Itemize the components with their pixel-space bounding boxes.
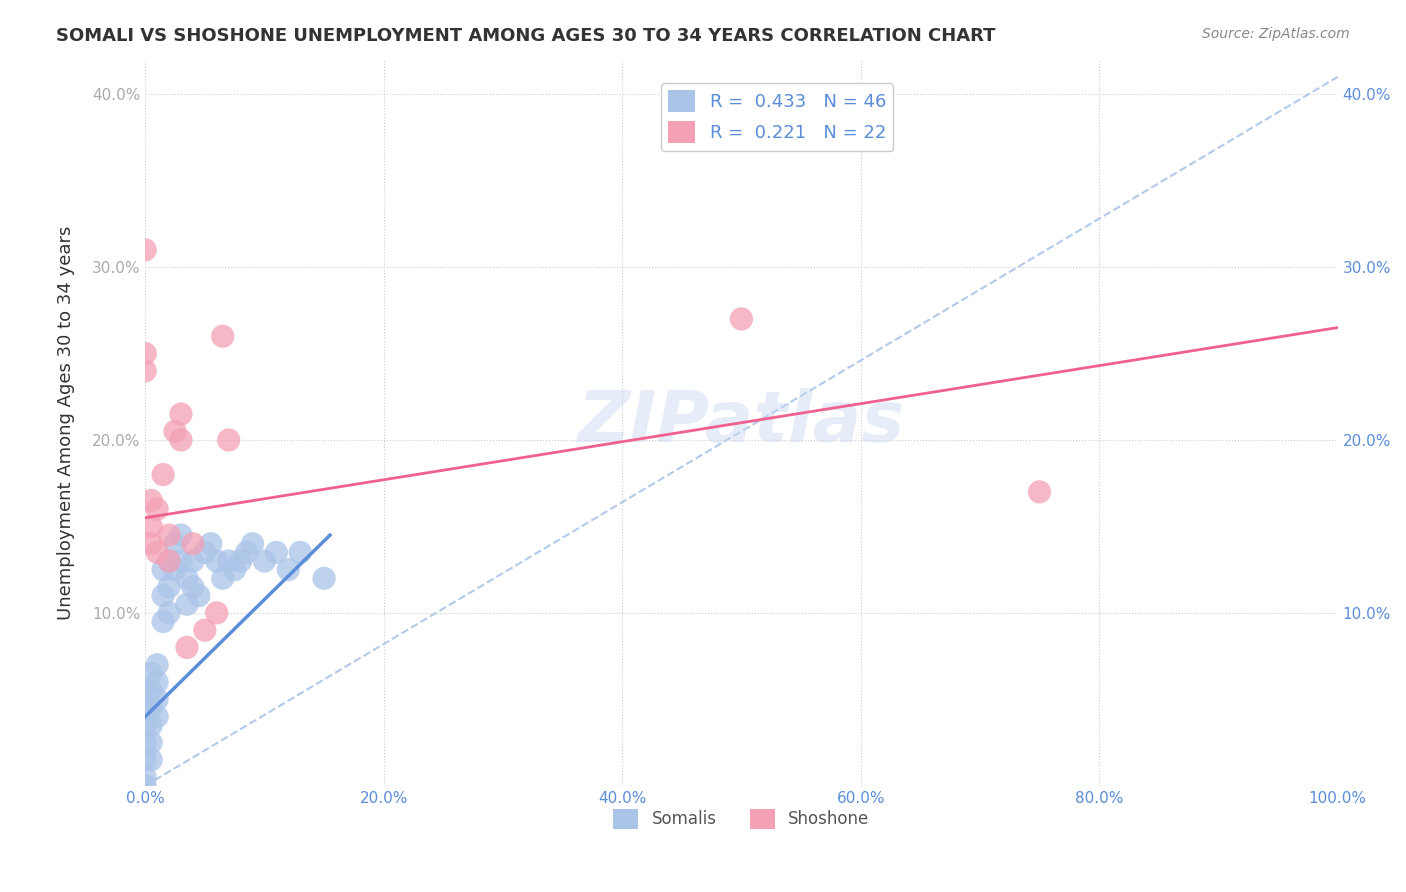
Point	[146, 675, 169, 690]
Point	[134, 718, 156, 732]
Point	[290, 545, 312, 559]
Point	[134, 364, 156, 378]
Point	[170, 407, 193, 421]
Point	[200, 537, 222, 551]
Point	[146, 657, 169, 672]
Point	[229, 554, 252, 568]
Point	[134, 683, 156, 698]
Point	[218, 433, 240, 447]
Point	[266, 545, 288, 559]
Point	[134, 243, 156, 257]
Text: SOMALI VS SHOSHONE UNEMPLOYMENT AMONG AGES 30 TO 34 YEARS CORRELATION CHART: SOMALI VS SHOSHONE UNEMPLOYMENT AMONG AG…	[56, 27, 995, 45]
Point	[187, 589, 209, 603]
Point	[141, 683, 163, 698]
Point	[194, 623, 217, 637]
Point	[194, 545, 217, 559]
Point	[157, 554, 180, 568]
Text: ZIPatlas: ZIPatlas	[578, 388, 905, 458]
Point	[312, 571, 335, 585]
Point	[277, 563, 299, 577]
Point	[163, 537, 186, 551]
Point	[146, 545, 169, 559]
Point	[170, 528, 193, 542]
Point	[242, 537, 264, 551]
Point	[134, 701, 156, 715]
Point	[163, 425, 186, 439]
Point	[141, 666, 163, 681]
Point	[205, 606, 228, 620]
Point	[1028, 484, 1050, 499]
Point	[141, 701, 163, 715]
Point	[730, 312, 752, 326]
Point	[211, 571, 233, 585]
Point	[157, 554, 180, 568]
Point	[157, 606, 180, 620]
Point	[181, 554, 204, 568]
Point	[146, 709, 169, 723]
Point	[235, 545, 257, 559]
Point	[211, 329, 233, 343]
Point	[152, 563, 174, 577]
Text: Source: ZipAtlas.com: Source: ZipAtlas.com	[1202, 27, 1350, 41]
Point	[152, 467, 174, 482]
Point	[134, 779, 156, 793]
Point	[141, 753, 163, 767]
Point	[176, 640, 198, 655]
Point	[146, 502, 169, 516]
Point	[157, 528, 180, 542]
Legend: Somalis, Shoshone: Somalis, Shoshone	[606, 802, 876, 836]
Point	[181, 580, 204, 594]
Point	[181, 537, 204, 551]
Point	[170, 433, 193, 447]
Point	[163, 563, 186, 577]
Point	[253, 554, 276, 568]
Point	[170, 554, 193, 568]
Point	[134, 735, 156, 749]
Point	[134, 346, 156, 360]
Point	[152, 615, 174, 629]
Point	[141, 519, 163, 533]
Point	[141, 493, 163, 508]
Point	[152, 589, 174, 603]
Point	[141, 718, 163, 732]
Point	[157, 580, 180, 594]
Point	[141, 735, 163, 749]
Point	[141, 537, 163, 551]
Point	[134, 753, 156, 767]
Point	[205, 554, 228, 568]
Y-axis label: Unemployment Among Ages 30 to 34 years: Unemployment Among Ages 30 to 34 years	[58, 226, 75, 620]
Point	[176, 597, 198, 611]
Point	[176, 571, 198, 585]
Point	[134, 770, 156, 784]
Point	[218, 554, 240, 568]
Point	[224, 563, 246, 577]
Point	[146, 692, 169, 706]
